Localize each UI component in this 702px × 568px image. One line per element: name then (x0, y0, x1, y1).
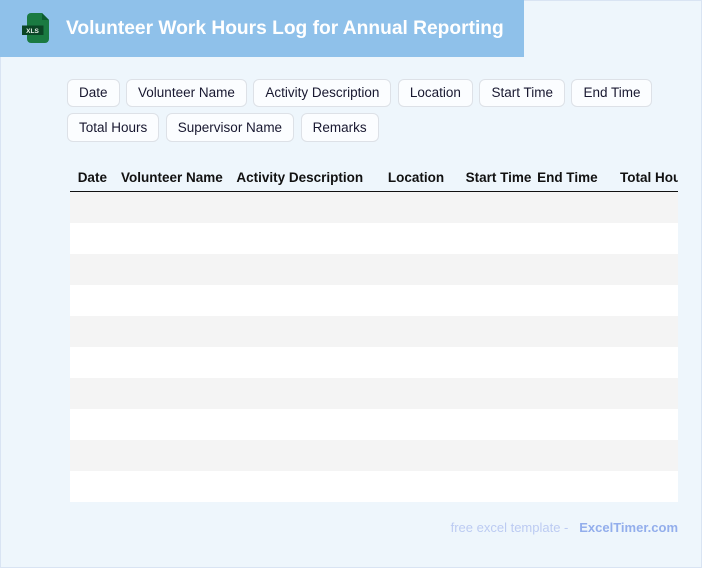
svg-text:XLS: XLS (26, 28, 39, 35)
